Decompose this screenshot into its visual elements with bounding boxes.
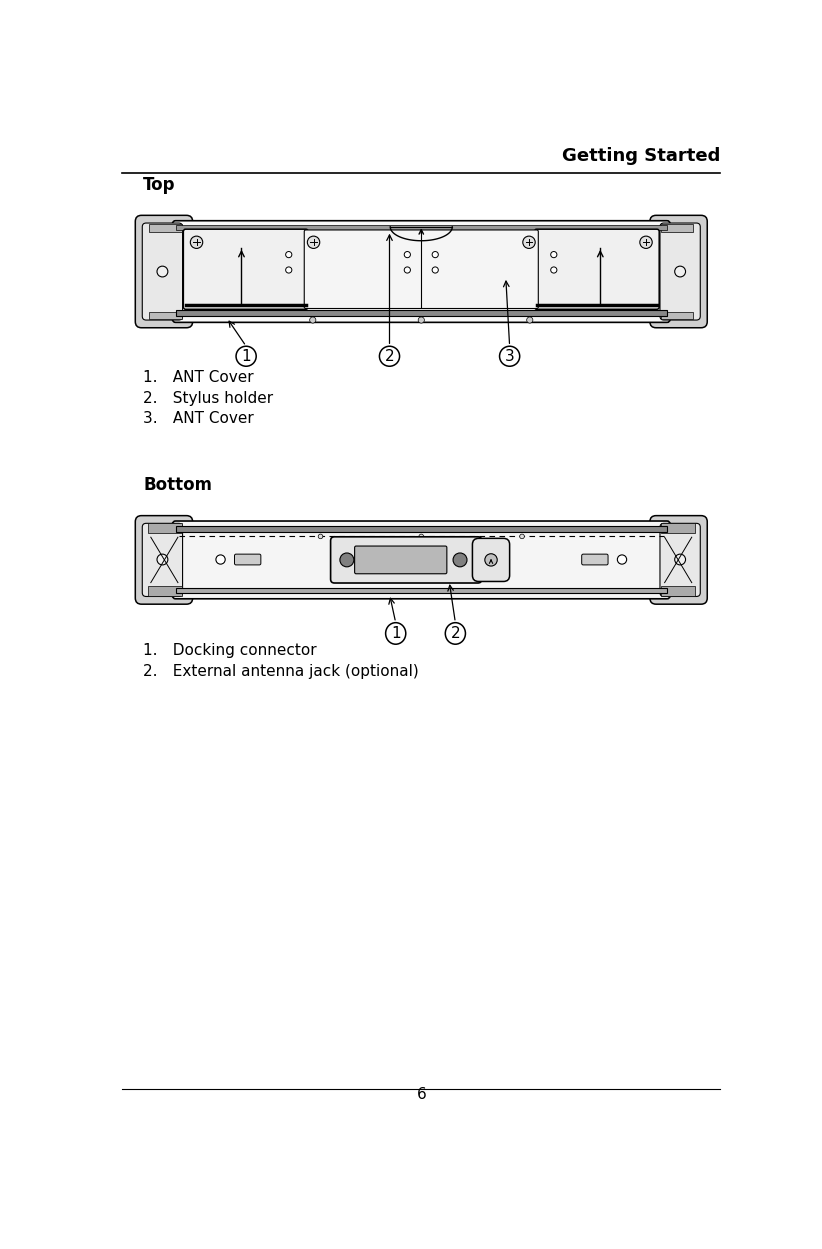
- Circle shape: [432, 251, 438, 257]
- FancyBboxPatch shape: [136, 215, 192, 327]
- Bar: [176, 588, 667, 593]
- Ellipse shape: [446, 623, 465, 644]
- Text: 2: 2: [450, 626, 460, 641]
- Polygon shape: [150, 224, 182, 231]
- Circle shape: [157, 266, 168, 277]
- Text: 1. ANT Cover: 1. ANT Cover: [143, 370, 254, 385]
- Circle shape: [380, 346, 399, 366]
- FancyBboxPatch shape: [660, 224, 700, 320]
- Polygon shape: [661, 311, 693, 320]
- Polygon shape: [148, 523, 182, 533]
- FancyBboxPatch shape: [650, 516, 707, 605]
- FancyBboxPatch shape: [173, 221, 670, 322]
- Polygon shape: [150, 311, 182, 320]
- Circle shape: [310, 317, 316, 323]
- FancyBboxPatch shape: [142, 224, 182, 320]
- Text: 1. Docking connector: 1. Docking connector: [143, 643, 316, 658]
- Circle shape: [404, 251, 410, 257]
- Circle shape: [307, 236, 320, 249]
- FancyBboxPatch shape: [142, 523, 182, 597]
- FancyBboxPatch shape: [183, 229, 308, 310]
- FancyBboxPatch shape: [136, 516, 192, 605]
- Circle shape: [675, 266, 686, 277]
- FancyBboxPatch shape: [304, 230, 538, 309]
- Circle shape: [551, 251, 556, 257]
- Polygon shape: [661, 224, 693, 231]
- Bar: [176, 310, 667, 316]
- Circle shape: [485, 553, 497, 566]
- Text: 2. External antenna jack (optional): 2. External antenna jack (optional): [143, 664, 418, 679]
- FancyBboxPatch shape: [330, 537, 482, 583]
- Circle shape: [551, 267, 556, 274]
- Circle shape: [340, 553, 353, 567]
- Circle shape: [191, 236, 203, 249]
- FancyBboxPatch shape: [582, 555, 608, 565]
- FancyBboxPatch shape: [173, 521, 670, 598]
- Text: 1: 1: [391, 626, 400, 641]
- Circle shape: [453, 553, 467, 567]
- Circle shape: [418, 317, 424, 323]
- Text: 2: 2: [385, 348, 395, 363]
- Circle shape: [318, 535, 323, 538]
- Circle shape: [216, 555, 225, 565]
- Ellipse shape: [386, 623, 406, 644]
- Circle shape: [500, 346, 520, 366]
- Circle shape: [419, 535, 423, 538]
- Circle shape: [523, 236, 535, 249]
- Circle shape: [675, 555, 686, 565]
- Text: 3: 3: [505, 348, 515, 363]
- FancyBboxPatch shape: [354, 546, 447, 573]
- Polygon shape: [661, 587, 695, 597]
- Circle shape: [286, 267, 292, 274]
- Text: Getting Started: Getting Started: [562, 147, 720, 165]
- Text: 3. ANT Cover: 3. ANT Cover: [143, 411, 254, 426]
- Circle shape: [236, 346, 256, 366]
- Text: 2. Stylus holder: 2. Stylus holder: [143, 391, 273, 406]
- FancyBboxPatch shape: [650, 215, 707, 327]
- Circle shape: [640, 236, 652, 249]
- FancyBboxPatch shape: [234, 555, 261, 565]
- Circle shape: [404, 267, 410, 274]
- FancyBboxPatch shape: [660, 523, 700, 597]
- Polygon shape: [661, 523, 695, 533]
- Circle shape: [617, 555, 626, 565]
- Text: 6: 6: [417, 1087, 426, 1102]
- Bar: [176, 225, 667, 230]
- Polygon shape: [148, 587, 182, 597]
- Circle shape: [286, 251, 292, 257]
- FancyBboxPatch shape: [534, 229, 659, 310]
- Circle shape: [520, 535, 524, 538]
- Text: Top: Top: [143, 176, 176, 194]
- Bar: [176, 526, 667, 532]
- Text: 1: 1: [242, 348, 251, 363]
- Text: Bottom: Bottom: [143, 476, 212, 495]
- Circle shape: [527, 317, 533, 323]
- Circle shape: [432, 267, 438, 274]
- Circle shape: [157, 555, 168, 565]
- FancyBboxPatch shape: [473, 538, 510, 582]
